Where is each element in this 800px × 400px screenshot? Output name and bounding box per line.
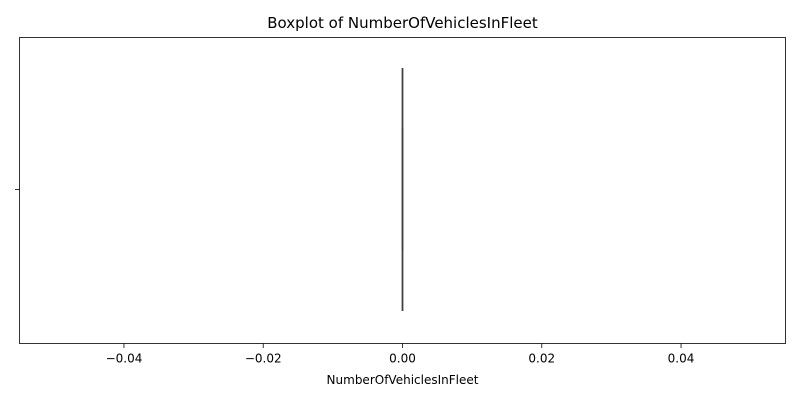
x-tick-label: −0.04 [106, 352, 143, 366]
x-axis-label: NumberOfVehiclesInFleet [327, 373, 479, 387]
x-axis: −0.04 −0.02 0.00 0.02 0.04 [106, 343, 695, 366]
x-tick-label: −0.02 [245, 352, 282, 366]
x-tick-label: 0.02 [528, 352, 555, 366]
x-tick-label: 0.00 [389, 352, 416, 366]
chart-title: Boxplot of NumberOfVehiclesInFleet [267, 14, 538, 32]
x-tick-label: 0.04 [668, 352, 695, 366]
